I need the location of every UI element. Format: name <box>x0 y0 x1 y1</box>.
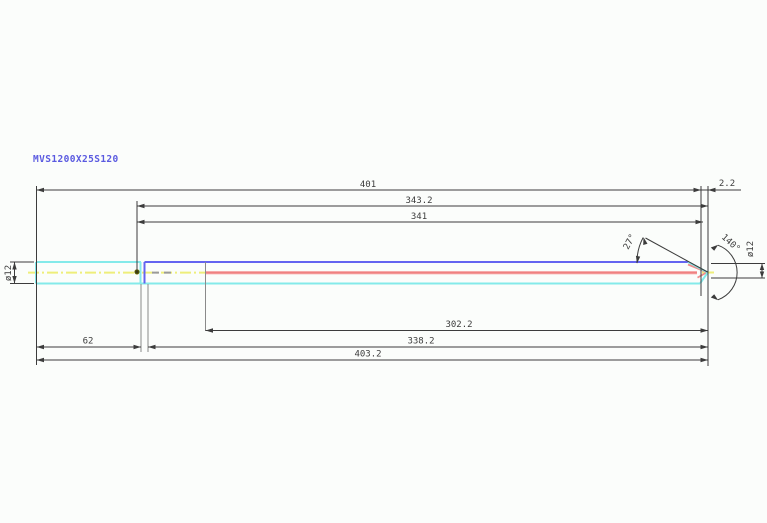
arrow-dia-right-bottom <box>759 271 765 278</box>
dim-arc-140 <box>717 244 738 301</box>
arrow-401-right <box>693 187 701 193</box>
dim-343-2-label: 343.2 <box>405 196 432 206</box>
dim-dia-tip-label: ø12 <box>746 241 756 257</box>
dim-302-2-label: 302.2 <box>445 320 472 330</box>
arrow-341-right <box>695 219 703 225</box>
arrow-302-2-left <box>205 328 213 333</box>
dim-angle-140-label: 140° <box>719 233 742 255</box>
arrow-403-2-right <box>700 357 708 363</box>
arrow-343-2-right <box>700 203 708 209</box>
dimension-arrowheads <box>12 187 765 363</box>
dim-2-2-label: 2.2 <box>719 179 735 189</box>
arrow-401-left <box>36 187 44 193</box>
dim-338-2-label: 338.2 <box>407 337 434 347</box>
arrow-341-left <box>137 219 145 225</box>
dim-403-2-label: 403.2 <box>354 350 381 360</box>
dim-angle-27-label: 27° <box>622 233 638 252</box>
arrow-dia-right-top <box>759 263 765 270</box>
dim-dia-shank-label: ø12 <box>4 265 14 281</box>
gash-flank-leader <box>645 237 708 273</box>
arrow-302-2-right <box>700 328 708 333</box>
arrow-140-bottom <box>710 294 719 301</box>
arrow-338-2-right <box>700 344 708 350</box>
arrow-343-2-left <box>137 203 145 209</box>
arrow-62-left <box>36 344 44 350</box>
arrow-140-top <box>710 244 719 251</box>
part-number-label: MVS1200X25S120 <box>33 154 119 165</box>
coolant-taper-lower <box>697 271 707 279</box>
dim-401-label: 401 <box>360 180 376 190</box>
arrow-403-2-left <box>36 357 44 363</box>
arrow-62-right <box>133 344 141 350</box>
arrow-dia-left-bottom <box>12 276 17 284</box>
arrow-338-2-left <box>148 344 156 350</box>
shaft-geometry <box>28 261 714 285</box>
arrow-27-upper <box>643 237 648 245</box>
arrow-2-2-right <box>708 187 716 193</box>
gray-extension-lines <box>140 262 206 352</box>
dim-62-label: 62 <box>83 337 94 347</box>
arrow-27-lower <box>635 255 641 264</box>
dim-341-label: 341 <box>411 212 427 222</box>
dimension-lines <box>14 189 763 361</box>
extension-lines <box>10 186 765 366</box>
arrow-dia-left-top <box>12 262 17 270</box>
